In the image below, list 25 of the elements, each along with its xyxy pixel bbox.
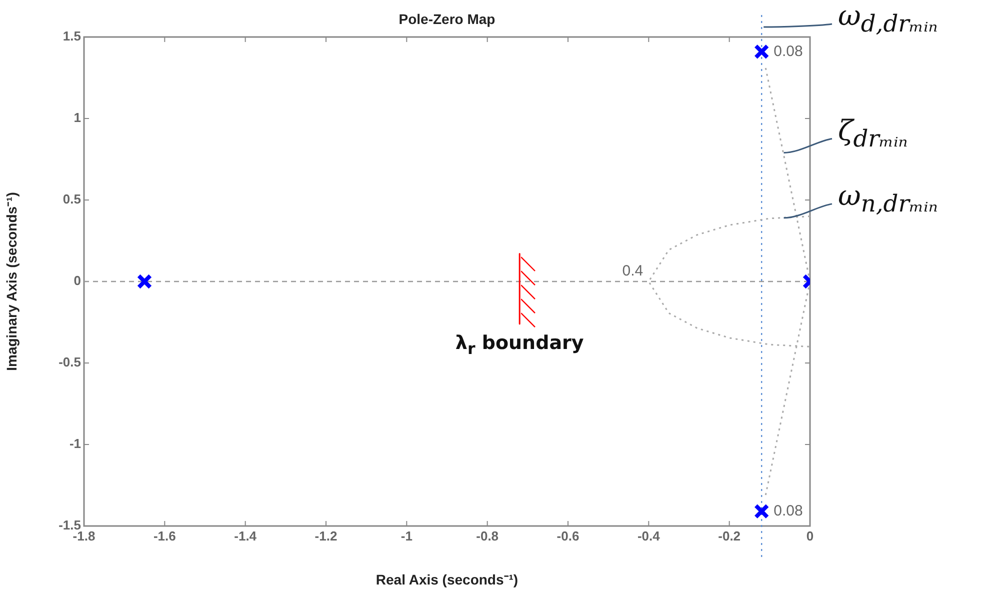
annotation: 0.08	[774, 502, 803, 520]
x-axis-title: Real Axis (seconds⁻¹)	[376, 571, 518, 588]
y-tick-label: 0	[74, 273, 81, 288]
x-tick-label: -1.6	[153, 528, 176, 544]
ref-line-label: ω$_{d,drₘᵢₙ}$	[838, 0, 938, 38]
y-tick-label: 1	[74, 110, 81, 126]
annotation: 0.4	[622, 262, 644, 280]
y-tick-label: -0.5	[58, 354, 81, 370]
chart-title: Pole-Zero Map	[398, 10, 496, 27]
x-tick-label: -1	[400, 528, 412, 544]
x-tick-label: 0	[806, 528, 814, 544]
y-tick-label: -1	[69, 436, 81, 452]
x-tick-label: -1.4	[234, 528, 258, 544]
y-tick-label: 0.5	[62, 192, 81, 207]
x-tick-label: -0.4	[637, 528, 661, 544]
x-tick-label: -0.8	[476, 528, 499, 544]
x-tick-label: -1.2	[314, 528, 338, 544]
y-tick-label: 1.5	[62, 28, 81, 44]
x-tick-label: -0.6	[556, 528, 580, 544]
series-label: λ$_{r}$ boundary	[455, 332, 584, 358]
y-axis-title: Imaginary Axis (seconds⁻¹)	[3, 192, 20, 371]
x-tick-label: -0.2	[718, 528, 741, 544]
annotation: 0.08	[774, 42, 803, 60]
annotation: ω$_{n,drₘᵢₙ}$	[838, 178, 938, 218]
annotation: ζ$_{drₘᵢₙ}$	[838, 114, 908, 152]
